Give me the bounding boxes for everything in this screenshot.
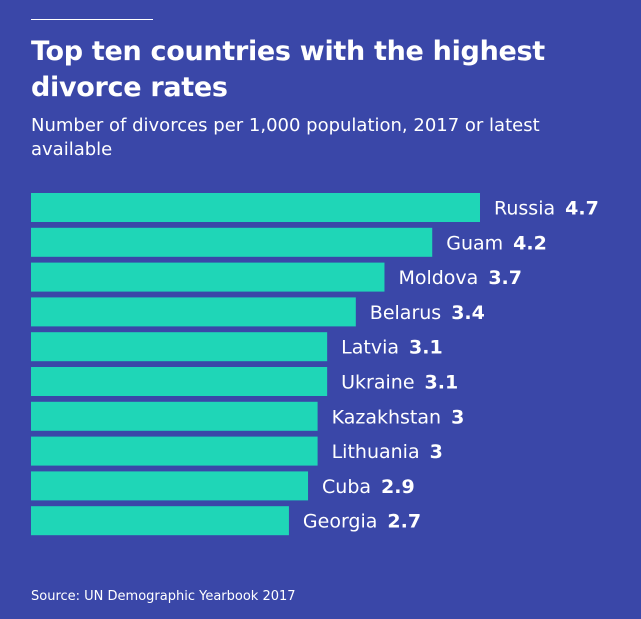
value-label: 4.7	[565, 198, 599, 220]
bar-label-belarus: Belarus 3.4	[370, 302, 485, 324]
chart-subtitle: Number of divorces per 1,000 population,…	[31, 115, 540, 160]
value-label: 3.1	[425, 372, 459, 394]
bar-label-guam: Guam 4.2	[446, 232, 547, 254]
bar-georgia	[31, 506, 289, 536]
bar-latvia	[31, 332, 328, 362]
bar-moldova	[31, 262, 385, 292]
bar-label-latvia: Latvia 3.1	[341, 337, 443, 359]
bar-russia	[31, 193, 480, 222]
category-label: Cuba	[322, 476, 371, 498]
category-label: Moldova	[398, 267, 478, 289]
value-label: 3	[430, 441, 443, 463]
value-label: 3.1	[409, 337, 443, 359]
bar-lithuania	[31, 436, 318, 466]
value-label: 4.2	[513, 232, 547, 254]
source-note: Source: UN Demographic Yearbook 2017	[31, 589, 296, 604]
bar-label-moldova: Moldova 3.7	[398, 267, 522, 289]
bar-label-cuba: Cuba 2.9	[322, 476, 415, 498]
bar-label-kazakhstan: Kazakhstan 3	[332, 406, 465, 428]
value-label: 3	[451, 406, 464, 428]
bar-label-ukraine: Ukraine 3.1	[341, 372, 458, 394]
bar-label-georgia: Georgia 2.7	[303, 511, 421, 533]
bar-belarus	[31, 297, 356, 327]
category-label: Latvia	[341, 337, 399, 359]
chart-title: Top ten countries with the highest divor…	[31, 36, 545, 103]
category-label: Guam	[446, 232, 503, 254]
category-label: Belarus	[370, 302, 441, 324]
bar-ukraine	[31, 367, 328, 396]
bar-guam	[31, 227, 433, 257]
category-label: Lithuania	[332, 441, 420, 463]
top-rule	[31, 19, 153, 20]
category-label: Georgia	[303, 511, 378, 533]
category-label: Russia	[494, 198, 555, 220]
category-label: Ukraine	[341, 372, 414, 394]
bar-kazakhstan	[31, 401, 318, 431]
bar-cuba	[31, 471, 309, 501]
value-label: 2.9	[381, 476, 415, 498]
bar-label-lithuania: Lithuania 3	[332, 441, 443, 463]
category-label: Kazakhstan	[332, 406, 441, 428]
bar-label-russia: Russia 4.7	[494, 198, 599, 220]
value-label: 2.7	[387, 511, 421, 533]
value-label: 3.7	[488, 267, 522, 289]
value-label: 3.4	[451, 302, 485, 324]
